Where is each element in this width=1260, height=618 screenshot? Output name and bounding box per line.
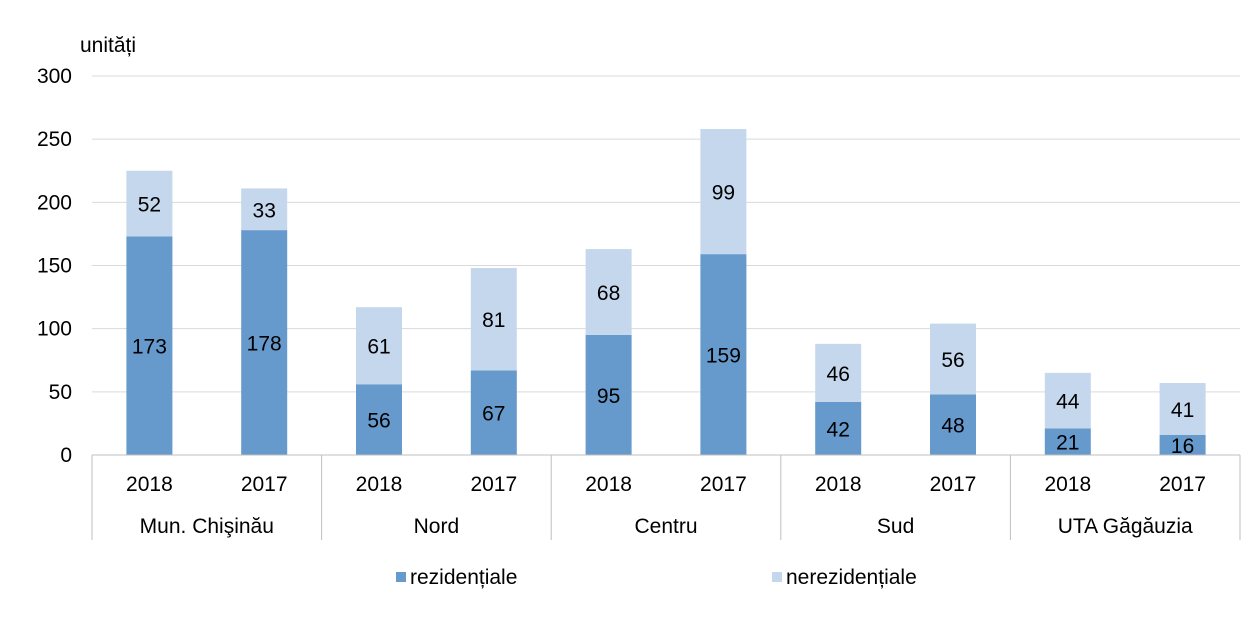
legend-swatch <box>772 572 782 582</box>
y-tick-labels: 0 50 100 150 200 250 300 <box>37 65 72 467</box>
bar-nonresidential <box>815 343 862 402</box>
legend-label: nerezidențiale <box>786 566 917 589</box>
x-tick-label: 2018 <box>126 473 173 496</box>
x-tick-label: 2018 <box>815 473 862 496</box>
x-group-label: Nord <box>414 515 460 538</box>
bar-residential <box>930 394 976 455</box>
data-label: 56 <box>941 349 964 372</box>
y-tick-label: 0 <box>60 444 72 467</box>
bar-nonresidential <box>126 170 173 237</box>
data-label: 41 <box>1171 399 1194 422</box>
data-label: 21 <box>1056 432 1079 455</box>
bar-nonresidential <box>700 129 747 255</box>
data-label: 44 <box>1056 391 1080 414</box>
y-tick-label: 300 <box>37 65 72 88</box>
x-group-label: Centru <box>634 515 697 538</box>
y-tick-label: 100 <box>37 318 72 341</box>
bar-residential <box>241 230 288 455</box>
bar-nonresidential <box>585 249 632 335</box>
x-group-label: Sud <box>877 515 914 538</box>
data-label: 99 <box>712 182 735 205</box>
y-tick-label: 200 <box>37 191 72 214</box>
legend: rezidențiale nerezidențiale <box>396 566 917 589</box>
x-axis: 2018 2017 2018 2017 2018 2017 2018 2017 2018 2017… <box>91 454 1241 540</box>
x-tick-label: 2017 <box>241 473 288 496</box>
bar-residential <box>700 254 747 455</box>
bar-nonresidential <box>1159 382 1206 435</box>
data-label: 159 <box>706 345 741 368</box>
y-tick-label: 150 <box>37 255 72 278</box>
x-tick-label: 2017 <box>930 473 977 496</box>
data-label: 56 <box>367 410 390 433</box>
data-label: 61 <box>367 336 390 359</box>
x-group-label: Mun. Chişinău <box>140 515 274 538</box>
data-label: 42 <box>827 418 850 441</box>
legend-swatch <box>396 572 406 582</box>
x-tick-label: 2018 <box>356 473 403 496</box>
bar-nonresidential <box>1044 372 1091 429</box>
x-group-label: UTA Găgăuzia <box>1058 515 1193 538</box>
y-axis-label: unități <box>80 34 136 57</box>
bar-residential <box>585 334 632 455</box>
x-tick-label: 2018 <box>585 473 632 496</box>
bar-residential <box>356 384 402 455</box>
bar-residential <box>815 401 862 455</box>
y-tick-label: 250 <box>37 128 72 151</box>
data-label: 67 <box>482 403 505 426</box>
data-label: 178 <box>247 333 282 356</box>
bar-nonresidential <box>930 323 976 395</box>
bar-residential <box>470 370 517 455</box>
data-label: 173 <box>132 336 167 359</box>
bar-nonresidential <box>241 188 288 231</box>
data-label: 68 <box>597 282 620 305</box>
x-tick-label: 2018 <box>1044 473 1091 496</box>
data-label: 95 <box>597 385 620 408</box>
bar-residential <box>1159 434 1206 455</box>
data-label: 33 <box>253 199 276 222</box>
data-label: 16 <box>1171 435 1194 458</box>
bar-residential <box>126 236 173 455</box>
data-label: 48 <box>941 415 964 438</box>
bar-residential <box>1044 428 1091 455</box>
data-label: 46 <box>827 363 850 386</box>
bar-nonresidential <box>470 268 517 371</box>
legend-label: rezidențiale <box>410 566 517 589</box>
bar-nonresidential <box>356 307 402 385</box>
x-tick-label: 2017 <box>1159 473 1206 496</box>
bars: 173 52 178 33 56 61 67 81 95 68 159 99 42 46 48 56 21 44 1… <box>126 129 1206 458</box>
data-label: 52 <box>138 194 161 217</box>
y-tick-label: 50 <box>49 381 72 404</box>
x-tick-label: 2017 <box>700 473 747 496</box>
x-tick-label: 2017 <box>470 473 517 496</box>
data-label: 81 <box>482 309 505 332</box>
